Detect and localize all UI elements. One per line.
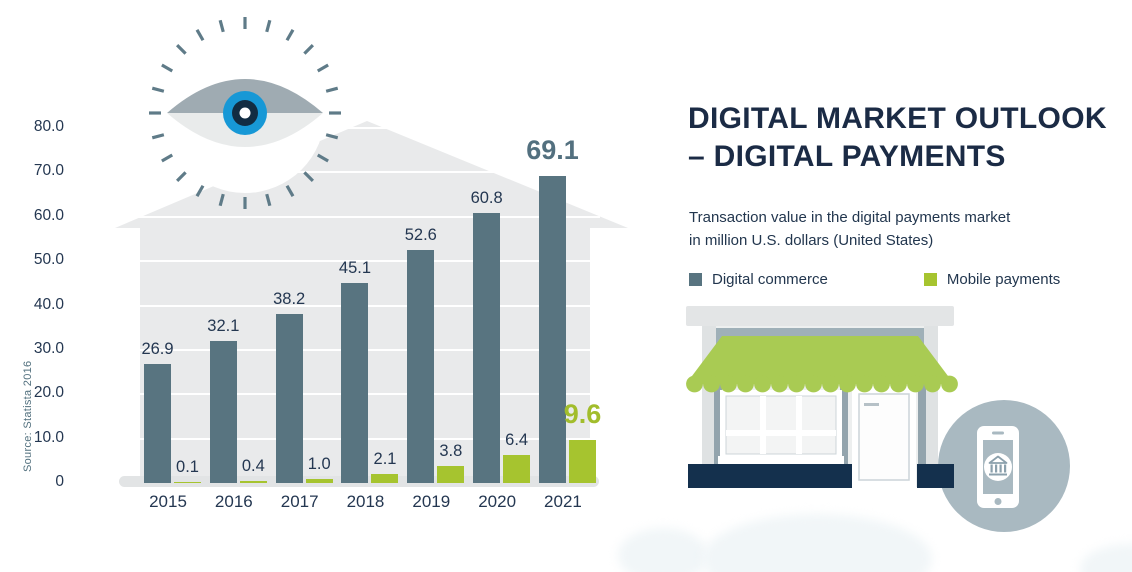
- bar-value-label: 3.8: [439, 442, 463, 461]
- y-axis-label: 30.0: [33, 339, 64, 357]
- y-axis-label: 0: [55, 473, 64, 490]
- bar-digital-commerce-2015: [144, 363, 171, 483]
- bar-digital-commerce-2019: [407, 249, 435, 483]
- y-axis-label: 70.0: [33, 162, 64, 180]
- bar-mobile-payments-2016: [239, 481, 267, 483]
- title-line-2: – DIGITAL PAYMENTS: [688, 140, 1006, 173]
- bar-digital-commerce-2016: [209, 340, 237, 483]
- smartphone-home-button: [994, 498, 1002, 505]
- legend-label: Mobile payments: [946, 271, 1061, 288]
- bar-value-label: 9.6: [563, 399, 602, 430]
- digital-commerce-swatch: [689, 273, 702, 286]
- subtitle-line-2: in million U.S. dollars (United States): [689, 232, 934, 249]
- bar-value-label: 32.1: [207, 316, 240, 335]
- shop-post: [918, 350, 926, 470]
- shop-base-left: [688, 464, 852, 488]
- legend-label: Digital commerce: [712, 271, 828, 288]
- legend-item-digital-commerce: Digital commerce: [689, 271, 828, 288]
- background-blob: [618, 528, 708, 572]
- eye-tick-ring: [149, 17, 341, 209]
- x-axis-label: 2017: [280, 492, 319, 511]
- window-mullion: [726, 430, 836, 436]
- y-axis-label: 20.0: [33, 384, 64, 402]
- bar-mobile-payments-2018: [371, 473, 399, 483]
- shop-window-panes: [725, 395, 837, 455]
- title-line-1: DIGITAL MARKET OUTLOOK: [688, 102, 1107, 135]
- bar-value-label: 1.0: [307, 454, 331, 473]
- eye-icon: [149, 17, 341, 209]
- x-axis-label: 2019: [412, 492, 451, 511]
- bar-value-label: 38.2: [273, 289, 306, 308]
- bar-value-label: 6.4: [505, 430, 529, 449]
- bar-mobile-payments-2017: [305, 478, 333, 483]
- y-axis-label: 60.0: [33, 206, 64, 224]
- x-axis-label: 2020: [478, 492, 517, 511]
- bar-value-label: 60.8: [470, 189, 503, 208]
- page-title: DIGITAL MARKET OUTLOOK – DIGITAL PAYMENT…: [688, 100, 1128, 176]
- storefront-icon: [686, 306, 958, 488]
- shop-cornice: [686, 306, 954, 326]
- bar-digital-commerce-2017: [275, 313, 303, 483]
- x-axis-label: 2018: [346, 492, 385, 511]
- window-mullion: [760, 396, 766, 454]
- eye-glint: [239, 107, 251, 119]
- gridline: [118, 127, 600, 129]
- y-axis-label: 40.0: [33, 295, 64, 313]
- subtitle-line-1: Transaction value in the digital payment…: [689, 209, 1011, 226]
- bar-mobile-payments-2019: [437, 466, 465, 483]
- legend-item-mobile-payments: Mobile payments: [923, 271, 1061, 288]
- chart-subtitle: Transaction value in the digital payment…: [689, 206, 1109, 252]
- shop-base-right: [917, 464, 954, 488]
- mobile-payments-swatch: [923, 273, 937, 286]
- bar-value-label: 26.9: [141, 339, 174, 358]
- x-axis-label: 2021: [544, 492, 582, 511]
- y-axis-label: 80.0: [33, 118, 64, 135]
- x-axis-label: 2015: [149, 492, 187, 511]
- bar-digital-commerce-2021: [538, 176, 566, 483]
- x-axis-label: 2016: [214, 492, 253, 511]
- shop-door-panel: [858, 393, 910, 481]
- legend: Digital commerce Mobile payments: [689, 271, 1119, 288]
- source-note: Source: Statista 2016: [22, 360, 34, 472]
- bar-mobile-payments-2020: [503, 454, 531, 483]
- y-axis-label: 10.0: [33, 428, 64, 446]
- bar-mobile-payments-2015: [174, 481, 201, 483]
- mobile-banking-phone-icon: [938, 400, 1070, 532]
- bank-icon: [988, 455, 1008, 476]
- awning-scallops: [686, 375, 958, 393]
- shop-post: [714, 350, 722, 470]
- bar-value-label: 45.1: [338, 258, 372, 277]
- bar-value-label: 2.1: [373, 449, 397, 468]
- bar-mobile-payments-2021: [568, 440, 596, 483]
- bar-digital-commerce-2020: [473, 213, 501, 483]
- bar-value-label: 0.1: [176, 457, 199, 476]
- gridline: [118, 171, 600, 174]
- door-handle: [864, 403, 879, 406]
- gridline: [118, 215, 600, 218]
- window-sill: [718, 456, 844, 467]
- window-mullion: [796, 396, 802, 454]
- bar-digital-commerce-2018: [341, 282, 369, 483]
- bar-value-label: 52.6: [404, 225, 437, 244]
- shop-post: [840, 350, 848, 470]
- shop-awning: [686, 336, 954, 384]
- bar-value-label: 0.4: [241, 457, 265, 476]
- bar-value-label: 69.1: [526, 135, 579, 166]
- smartphone-speaker: [992, 431, 1004, 435]
- y-axis-label: 50.0: [33, 251, 64, 269]
- gridline: [118, 260, 600, 263]
